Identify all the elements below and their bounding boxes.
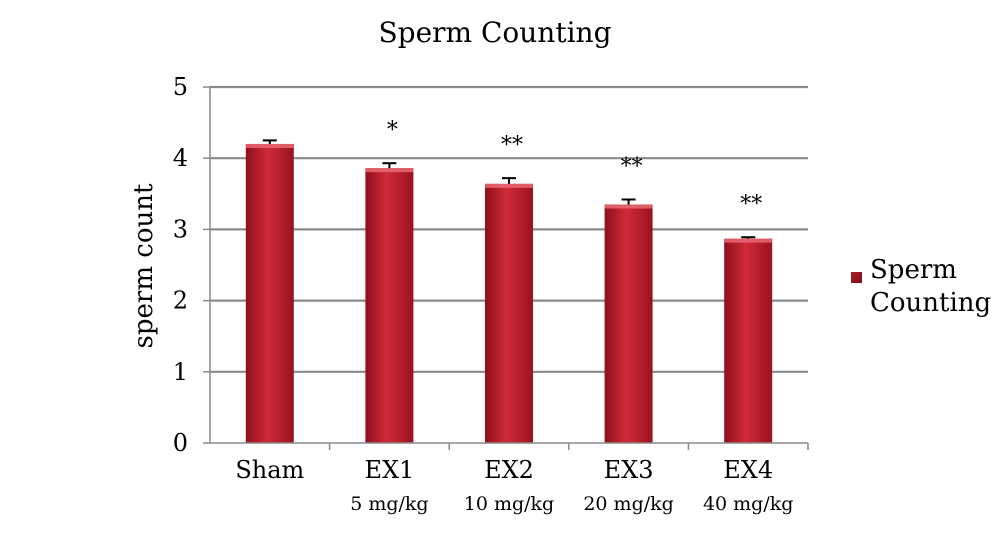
y-tick-labels: 0 1 2 3 4 5 (173, 73, 210, 457)
y-axis-label: sperm count (129, 183, 159, 348)
y-tick-label: 1 (173, 358, 188, 386)
x-tick-label: EX4 (723, 456, 773, 484)
bars (245, 143, 773, 443)
bar-top-highlight (245, 143, 294, 148)
x-tick-label: Sham (235, 456, 304, 484)
y-tick-label: 2 (173, 287, 188, 315)
significance-marker: ** (621, 154, 643, 179)
bar-top-highlight (724, 238, 773, 243)
legend-label-line: Sperm (870, 255, 957, 285)
y-tick-label: 0 (173, 429, 188, 457)
dose-label: 40 mg/kg (703, 493, 793, 515)
chart-title: Sperm Counting (378, 16, 611, 49)
legend: Sperm Counting (851, 255, 991, 318)
error-bars (262, 139, 756, 239)
significance-marker: * (387, 118, 398, 143)
y-tick-label: 4 (173, 144, 188, 172)
dose-label: 20 mg/kg (583, 493, 673, 515)
dose-label: 5 mg/kg (350, 493, 428, 515)
significance-marker: ** (740, 192, 762, 217)
bar-ex3 (604, 204, 653, 443)
legend-label-line: Counting (870, 288, 991, 318)
legend-swatch (851, 272, 862, 283)
y-tick-label: 3 (173, 215, 188, 243)
significance-marker: ** (501, 133, 523, 158)
x-tick-label: EX2 (484, 456, 534, 484)
significance-markers: ******* (387, 118, 762, 217)
bar-top-highlight (485, 183, 533, 188)
y-tick-label: 5 (173, 73, 188, 101)
dose-label: 10 mg/kg (464, 493, 554, 515)
x-tick-label: EX1 (364, 456, 414, 484)
bar-ex2 (485, 183, 533, 443)
legend-label: Sperm Counting (870, 255, 991, 318)
bar-ex4 (724, 238, 773, 443)
bar-ex1 (365, 168, 414, 443)
bar-top-highlight (365, 168, 414, 173)
bar-sham (245, 143, 294, 443)
x-tick-label: EX3 (604, 456, 654, 484)
x-tick-labels: Sham EX1 5 mg/kg EX2 10 mg/kg EX3 20 mg/kg EX4 4… (235, 443, 809, 515)
bar-top-highlight (604, 204, 653, 209)
